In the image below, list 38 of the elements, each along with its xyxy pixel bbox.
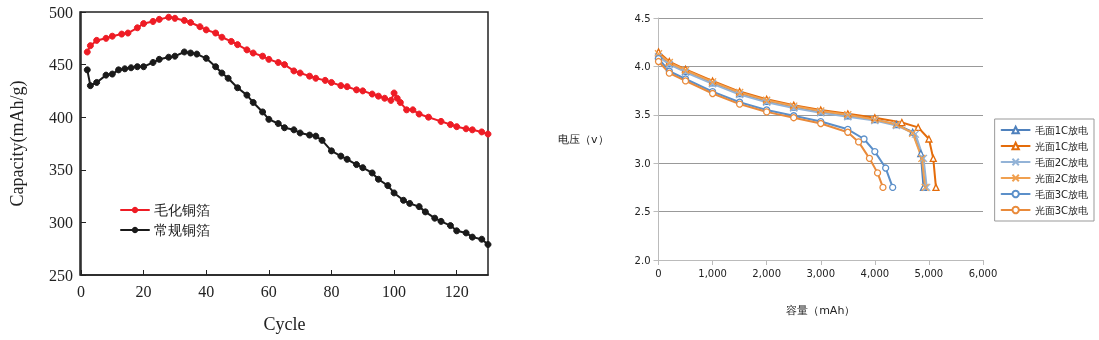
legend-label: 毛面1C放电 <box>1034 124 1089 136</box>
y-tick-label: 4.0 <box>634 60 651 72</box>
legend-label: 毛面3C放电 <box>1034 188 1089 200</box>
y-tick-label: 3.0 <box>634 157 651 169</box>
x-tick-label: 100 <box>382 282 407 300</box>
y-tick-label: 3.5 <box>634 109 651 121</box>
x-tick-label: 80 <box>323 282 340 300</box>
x-tick-label: 60 <box>260 282 277 300</box>
y-tick-label: 4.5 <box>634 12 651 24</box>
y-tick-label: 350 <box>49 161 73 179</box>
x-tick-label: 3,000 <box>806 267 836 279</box>
y-tick-label: 2.5 <box>634 206 651 218</box>
x-tick-label: 1,000 <box>698 267 727 279</box>
legend-label: 毛面2C放电 <box>1034 156 1089 168</box>
x-tick-label: 0 <box>77 282 85 300</box>
y-axis-title: 电压（v） <box>557 132 609 146</box>
y-tick-label: 300 <box>49 213 73 231</box>
y-tick-label: 2.0 <box>634 254 651 266</box>
x-tick-label: 0 <box>655 267 662 279</box>
y-tick-label: 250 <box>49 266 73 284</box>
legend-label: 光面2C放电 <box>1034 172 1089 184</box>
legend-label: 光面1C放电 <box>1034 140 1089 152</box>
x-tick-label: 2,000 <box>752 267 781 279</box>
y-tick-label: 450 <box>49 56 73 74</box>
x-tick-label: 40 <box>198 282 215 300</box>
x-axis-title: Cycle <box>263 314 306 334</box>
x-tick-label: 5,000 <box>914 267 944 279</box>
y-tick-label: 500 <box>49 3 73 21</box>
x-axis-title: 容量（mAh） <box>786 304 856 317</box>
x-tick-label: 120 <box>444 282 469 300</box>
x-tick-label: 20 <box>135 282 152 300</box>
x-tick-label: 6,000 <box>968 267 998 279</box>
legend-label: 常规铜箔 <box>154 222 210 238</box>
y-axis-title: Capacity(mAh/g) <box>7 80 28 207</box>
legend-label: 毛化铜箔 <box>154 202 210 218</box>
x-tick-label: 4,000 <box>860 267 890 279</box>
legend-label: 光面3C放电 <box>1034 204 1089 216</box>
y-tick-label: 400 <box>49 108 73 126</box>
